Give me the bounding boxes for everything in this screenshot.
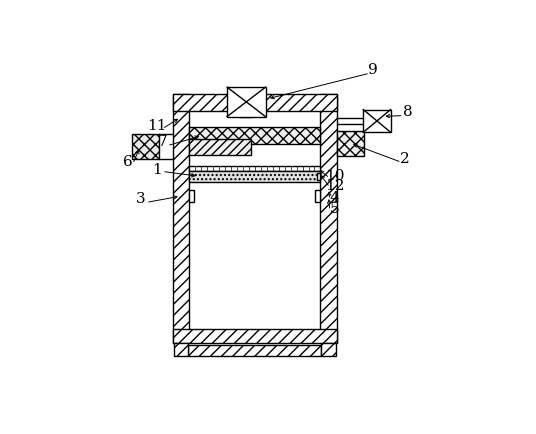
Bar	[317, 173, 321, 180]
Text: 3: 3	[136, 192, 146, 206]
Text: 12: 12	[325, 179, 345, 193]
Bar	[189, 190, 194, 202]
Bar	[337, 131, 364, 156]
Text: 5: 5	[330, 202, 340, 216]
Bar	[321, 94, 337, 343]
Text: 2: 2	[400, 152, 410, 166]
Bar	[188, 345, 322, 355]
Bar	[189, 138, 251, 155]
Bar	[189, 166, 321, 171]
Bar	[316, 190, 321, 202]
Bar	[240, 94, 252, 117]
Bar	[322, 343, 336, 355]
Bar	[173, 94, 189, 343]
Bar	[173, 329, 337, 343]
Text: 9: 9	[368, 63, 378, 77]
Bar	[173, 94, 337, 111]
Bar	[132, 134, 159, 159]
Bar	[174, 343, 188, 355]
Bar	[363, 109, 391, 132]
Bar	[189, 127, 321, 144]
Text: 8: 8	[403, 105, 413, 119]
Text: 11: 11	[147, 118, 167, 133]
Bar	[189, 171, 321, 182]
Text: 10: 10	[325, 169, 345, 183]
Bar	[227, 87, 265, 117]
Text: 1: 1	[152, 163, 162, 177]
Text: 7: 7	[157, 135, 167, 149]
Text: 4: 4	[330, 191, 340, 205]
Text: 6: 6	[123, 155, 132, 169]
